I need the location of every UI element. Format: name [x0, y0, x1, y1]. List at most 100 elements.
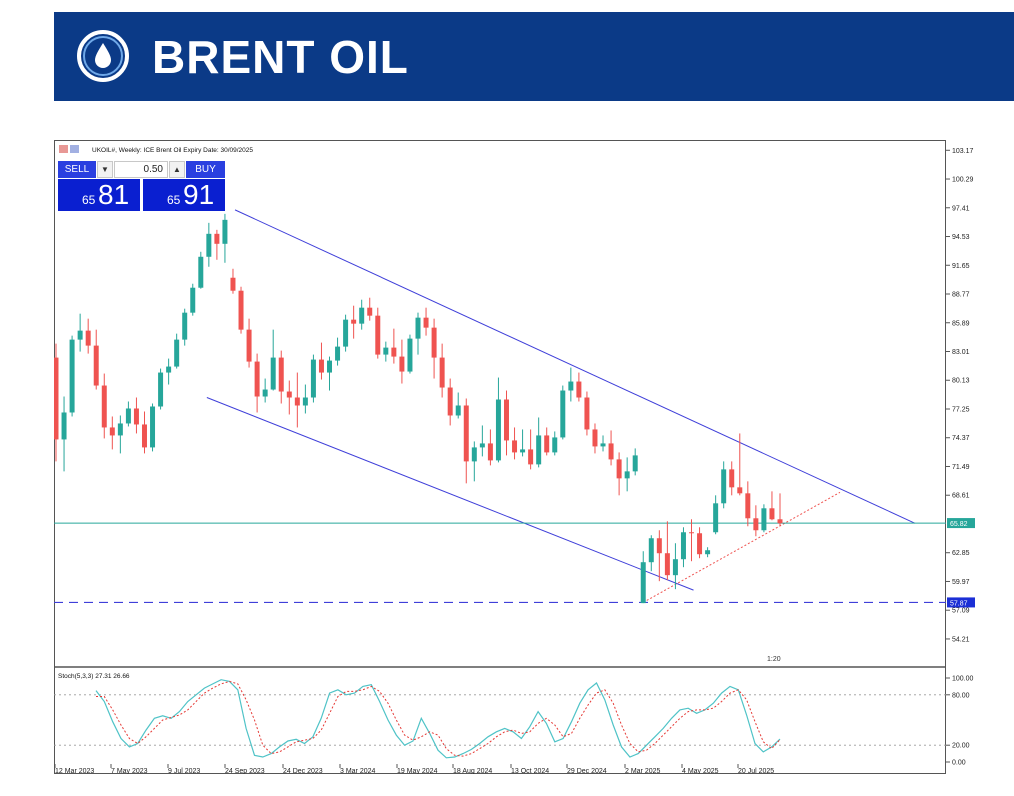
candle-body — [528, 449, 534, 465]
candle — [230, 268, 236, 294]
candle-body — [423, 317, 429, 328]
stoch-label: Stoch(5,3,3) 27.31 26.66 — [58, 673, 130, 680]
candle — [745, 481, 751, 527]
candle — [190, 283, 196, 316]
candle-body — [230, 277, 236, 291]
candle — [246, 318, 252, 368]
sell-price[interactable]: 65 81 — [58, 179, 140, 211]
candle — [697, 527, 703, 559]
candle — [632, 448, 638, 476]
candle-body — [150, 406, 156, 448]
candle — [375, 307, 381, 359]
candle — [777, 493, 783, 527]
buy-price[interactable]: 65 91 — [143, 179, 225, 211]
lot-increase-button[interactable]: ▲ — [169, 161, 185, 178]
candle-body — [737, 487, 743, 494]
candle-body — [222, 219, 228, 244]
candle-body — [463, 405, 469, 462]
candle-body — [616, 459, 622, 479]
sell-price-prefix: 65 — [82, 193, 96, 207]
candle — [125, 401, 131, 427]
candle-body — [270, 357, 276, 390]
candle-body — [262, 389, 268, 397]
candle-body — [158, 372, 164, 407]
support-price-tag — [947, 597, 975, 608]
candle-body — [77, 330, 83, 340]
lot-size-input[interactable]: 0.50 — [114, 161, 168, 178]
candle — [270, 329, 276, 391]
candle-body — [278, 357, 284, 392]
candle-body — [391, 347, 397, 357]
y-tick-label: 85.89 — [952, 320, 970, 327]
candle-body — [689, 532, 695, 534]
candle — [713, 495, 719, 535]
candle — [117, 415, 123, 454]
candle-body — [503, 399, 509, 441]
sell-button[interactable]: SELL — [58, 161, 96, 178]
candle — [431, 318, 437, 379]
stoch-tick-label: 20.00 — [952, 743, 970, 750]
buy-price-prefix: 65 — [167, 193, 181, 207]
y-tick-label: 77.25 — [952, 406, 970, 413]
y-tick-label: 97.41 — [952, 205, 970, 212]
candle — [737, 433, 743, 496]
candle — [769, 491, 775, 521]
lot-decrease-button[interactable]: ▼ — [97, 161, 113, 178]
buy-price-main: 91 — [183, 179, 215, 210]
candle-body — [544, 435, 550, 453]
candle — [544, 427, 550, 456]
trend-line — [643, 491, 841, 603]
candle-body — [777, 519, 783, 524]
candle — [85, 318, 91, 354]
buy-button[interactable]: BUY — [186, 161, 225, 178]
candle — [238, 286, 244, 334]
candle — [214, 229, 220, 260]
candle-body — [697, 533, 703, 555]
candle — [174, 333, 180, 369]
candle-body — [729, 469, 735, 488]
candle-body — [286, 391, 292, 398]
page-title: BRENT OIL — [152, 31, 409, 83]
candle — [600, 435, 606, 452]
candle — [351, 305, 357, 339]
candle — [721, 461, 727, 509]
candle — [302, 384, 308, 414]
chart-title: UKOIL#, Weekly: ICE Brent Oil Expiry Dat… — [92, 147, 253, 154]
candle-body — [721, 469, 727, 504]
candle-body — [302, 397, 308, 406]
candle — [327, 356, 333, 391]
candle-body — [608, 443, 614, 460]
candle — [664, 521, 670, 581]
candle — [278, 350, 284, 404]
stoch-tick-label: 80.00 — [952, 692, 970, 699]
candle-body — [318, 359, 324, 373]
candle — [415, 312, 421, 355]
candle — [576, 372, 582, 402]
candle-body — [125, 408, 131, 424]
candle — [624, 457, 630, 492]
candle — [109, 416, 115, 450]
candle — [512, 427, 518, 460]
candle — [608, 430, 614, 466]
candle — [367, 297, 373, 321]
candle — [439, 343, 445, 398]
y-tick-label: 74.37 — [952, 435, 970, 442]
candle — [495, 377, 501, 463]
candle — [150, 403, 156, 452]
x-tick-label: 24 Sep 2023 — [225, 768, 265, 774]
x-tick-label: 18 Aug 2024 — [453, 768, 492, 774]
y-tick-label: 103.17 — [952, 148, 974, 155]
candle-body — [294, 397, 300, 406]
candle — [455, 392, 461, 419]
candle-body — [101, 385, 107, 428]
candle-body — [552, 437, 558, 453]
candle — [335, 337, 341, 366]
x-tick-label: 9 Jul 2023 — [168, 768, 200, 774]
candle — [705, 547, 711, 558]
y-tick-label: 68.61 — [952, 493, 970, 500]
candle — [141, 411, 147, 454]
candle-body — [568, 381, 574, 391]
candle-body — [624, 471, 630, 479]
candle — [206, 222, 212, 267]
candle-body — [576, 381, 582, 398]
